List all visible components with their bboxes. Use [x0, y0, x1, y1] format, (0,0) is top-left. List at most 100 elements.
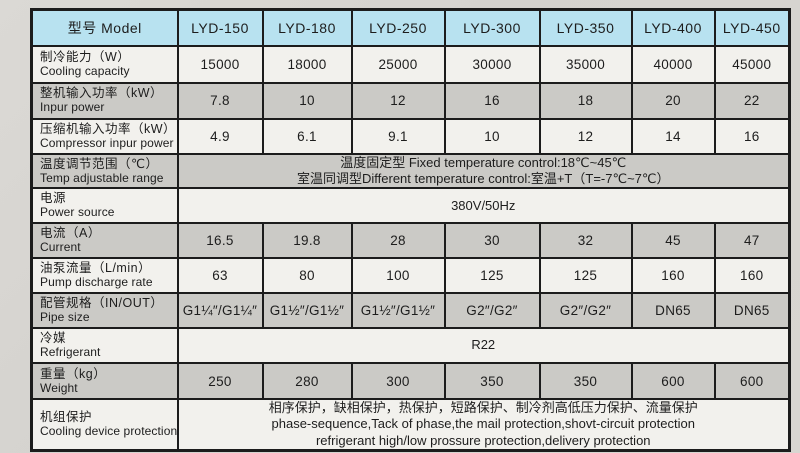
- row-pipe-size: 配管规格（IN/OUT） Pipe size G1¼″/G1¼″ G1½″/G1…: [30, 292, 791, 330]
- row-label-zh: 机组保护: [40, 410, 93, 425]
- spec-value-cell: 7.8: [176, 81, 264, 120]
- protection-line-3: refrigerant high/low prossure protection…: [315, 432, 651, 448]
- protection-line-1: 相序保护，缺相保护，热保护，短路保护、制冷剂高低压力保护、流量保护: [268, 400, 698, 416]
- row-label-en: Cooling capacity: [40, 63, 130, 78]
- spec-value-cell: 35000: [538, 44, 633, 84]
- row-power-source: 电源 Power source 380V/50Hz: [30, 187, 791, 225]
- spec-value-cell: G1½″/G1½″: [350, 292, 446, 330]
- row-label-zh: 制冷能力（W）: [40, 49, 131, 64]
- col-header-lyd-450: LYD-450: [713, 8, 791, 47]
- spec-value-cell: 12: [538, 117, 633, 155]
- spec-value-cell: DN65: [630, 292, 716, 330]
- row-label-zh: 压缩机输入功率（kW）: [40, 121, 177, 136]
- row-cooling-capacity: 制冷能力（W） Cooling capacity 15000 18000 250…: [30, 44, 791, 84]
- col-header-lyd-300: LYD-300: [443, 8, 541, 47]
- row-label-zh: 整机输入功率（kW）: [40, 86, 164, 101]
- col-header-lyd-250: LYD-250: [350, 8, 446, 47]
- spec-value-cell: 63: [176, 257, 264, 295]
- row-label-refrigerant: 冷媒 Refrigerant: [30, 327, 179, 365]
- row-weight: 重量（kg） Weight 250 280 300 350 350 600 60…: [30, 362, 791, 401]
- refrigerant-span-cell: R22: [176, 327, 791, 365]
- temp-range-line-2: 室温同调型Different temperature control:室温+T（…: [297, 170, 670, 186]
- row-label-input-power: 整机输入功率（kW） Inpur power: [30, 81, 179, 120]
- row-label-en: Inpur power: [40, 100, 105, 115]
- row-label-zh: 重量（kg）: [40, 366, 107, 381]
- spec-value-cell: 40000: [630, 44, 716, 84]
- spec-value-cell: 45: [630, 222, 716, 260]
- row-label-current: 电流（A） Current: [30, 222, 179, 260]
- power-source-span-cell: 380V/50Hz: [176, 187, 791, 225]
- row-cooling-device-protection: 机组保护 Cooling device protection 相序保护，缺相保护…: [30, 398, 791, 452]
- spec-value-cell: 160: [713, 257, 791, 295]
- col-header-lyd-180: LYD-180: [261, 8, 353, 47]
- spec-value-cell: 125: [538, 257, 633, 295]
- row-label-pump-discharge-rate: 油泵流量（L/min） Pump discharge rate: [30, 257, 179, 295]
- col-header-lyd-350: LYD-350: [538, 8, 633, 47]
- row-compressor-input-power: 压缩机输入功率（kW） Compressor inpur power 4.9 6…: [30, 117, 791, 155]
- spec-value-cell: G2″/G2″: [443, 292, 541, 330]
- row-pump-discharge-rate: 油泵流量（L/min） Pump discharge rate 63 80 10…: [30, 257, 791, 295]
- protection-line-2: phase-sequence,Tack of phase,the mail pr…: [271, 416, 695, 432]
- spec-value-cell: 18000: [261, 44, 353, 84]
- spec-value-cell: 12: [350, 81, 446, 120]
- spec-value-cell: 30000: [443, 44, 541, 84]
- spec-value-cell: 25000: [350, 44, 446, 84]
- row-label-cooling-capacity: 制冷能力（W） Cooling capacity: [30, 44, 179, 84]
- product-spec-table: 型号 Model LYD-150 LYD-180 LYD-250 LYD-300…: [30, 8, 791, 452]
- spec-value-cell: 22: [713, 81, 791, 120]
- spec-value-cell: G1¼″/G1¼″: [176, 292, 264, 330]
- spec-value-cell: 19.8: [261, 222, 353, 260]
- spec-value-cell: 28: [350, 222, 446, 260]
- spec-value-cell: 16: [713, 117, 791, 155]
- row-label-pipe-size: 配管规格（IN/OUT） Pipe size: [30, 292, 179, 330]
- row-label-en: Pump discharge rate: [40, 275, 153, 290]
- row-label-power-source: 电源 Power source: [30, 187, 179, 225]
- spec-value-cell: G1½″/G1½″: [261, 292, 353, 330]
- row-label-cooling-device-protection: 机组保护 Cooling device protection: [30, 398, 179, 452]
- row-label-en: Pipe size: [40, 310, 90, 325]
- protection-span-cell: 相序保护，缺相保护，热保护，短路保护、制冷剂高低压力保护、流量保护 phase-…: [176, 398, 791, 452]
- col-header-lyd-150: LYD-150: [176, 8, 264, 47]
- spec-value-cell: 350: [443, 362, 541, 401]
- spec-value-cell: 47: [713, 222, 791, 260]
- spec-value-cell: 16: [443, 81, 541, 120]
- row-refrigerant: 冷媒 Refrigerant R22: [30, 327, 791, 365]
- spec-value-cell: DN65: [713, 292, 791, 330]
- spec-value-cell: 160: [630, 257, 716, 295]
- spec-value-cell: 16.5: [176, 222, 264, 260]
- spec-value-cell: 30: [443, 222, 541, 260]
- row-input-power: 整机输入功率（kW） Inpur power 7.8 10 12 16 18 2…: [30, 81, 791, 120]
- row-label-weight: 重量（kg） Weight: [30, 362, 179, 401]
- col-header-lyd-400: LYD-400: [630, 8, 716, 47]
- spec-value-cell: 32: [538, 222, 633, 260]
- spec-value-cell: 14: [630, 117, 716, 155]
- spec-value-cell: 600: [713, 362, 791, 401]
- row-temp-adjustable-range: 温度调节范围（℃） Temp adjustable range 温度固定型 Fi…: [30, 152, 791, 190]
- row-label-temp-adjustable-range: 温度调节范围（℃） Temp adjustable range: [30, 152, 179, 190]
- row-label-en: Cooling device protection: [40, 424, 178, 439]
- spec-value-cell: 280: [261, 362, 353, 401]
- spec-value-cell: 6.1: [261, 117, 353, 155]
- spec-value-cell: 4.9: [176, 117, 264, 155]
- row-label-zh: 油泵流量（L/min）: [40, 261, 152, 276]
- temp-range-line-1: 温度固定型 Fixed temperature control:18℃~45℃: [340, 154, 627, 170]
- temp-range-span-cell: 温度固定型 Fixed temperature control:18℃~45℃ …: [176, 152, 791, 190]
- spec-value-cell: 10: [261, 81, 353, 120]
- spec-value-cell: 10: [443, 117, 541, 155]
- col-header-model: 型号 Model: [30, 8, 179, 47]
- spec-value-cell: 600: [630, 362, 716, 401]
- spec-value-cell: 100: [350, 257, 446, 295]
- row-label-en: Weight: [40, 380, 78, 395]
- row-label-zh: 配管规格（IN/OUT）: [40, 296, 164, 311]
- row-current: 电流（A） Current 16.5 19.8 28 30 32 45 47: [30, 222, 791, 260]
- row-label-en: Temp adjustable range: [40, 170, 164, 185]
- row-label-en: Power source: [40, 205, 115, 220]
- spec-value-cell: 125: [443, 257, 541, 295]
- row-label-compressor-input-power: 压缩机输入功率（kW） Compressor inpur power: [30, 117, 179, 155]
- row-label-zh: 冷媒: [40, 331, 67, 346]
- row-label-zh: 电流（A）: [40, 226, 101, 241]
- row-label-zh: 电源: [40, 191, 67, 206]
- row-label-en: Compressor inpur power: [40, 135, 174, 150]
- row-label-en: Current: [40, 240, 81, 255]
